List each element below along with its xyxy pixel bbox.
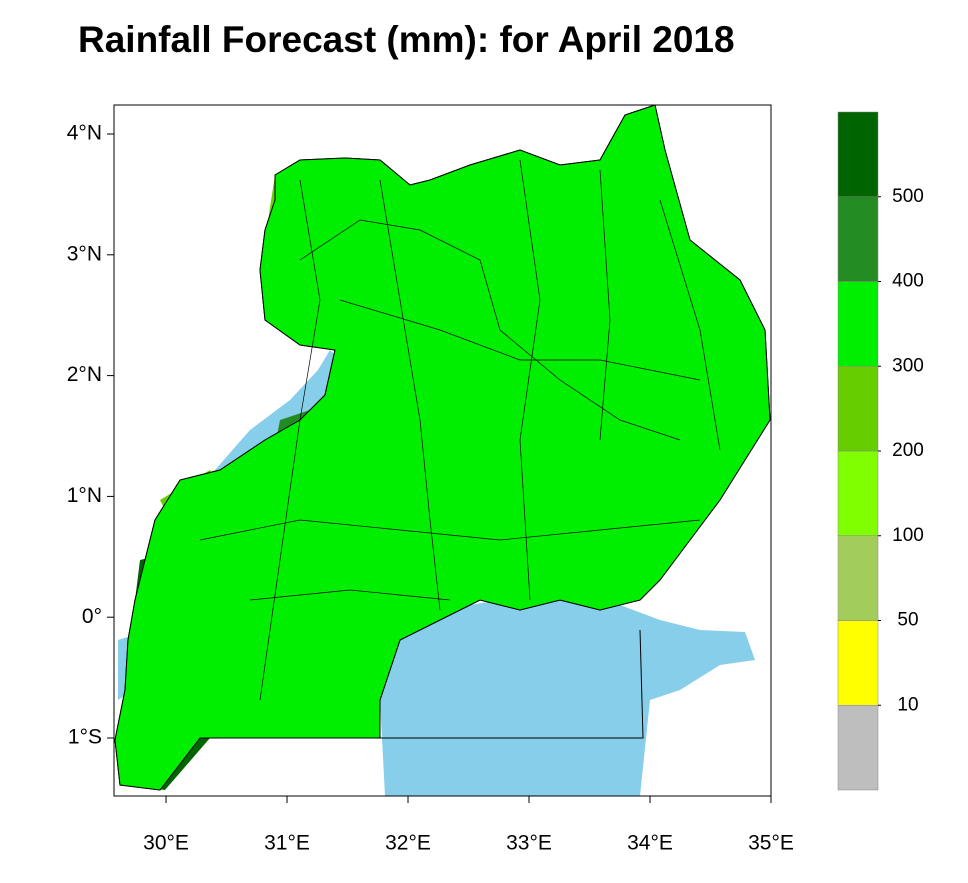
- colorbar-label: 50: [897, 610, 918, 631]
- district-borders: [199, 159, 721, 701]
- colorbar-label: 400: [892, 271, 924, 292]
- colorbar-box: [837, 450, 879, 536]
- x-tick-label: 35°E: [748, 832, 794, 855]
- colorbar-box: [837, 366, 879, 452]
- y-tick-label: 1°N: [67, 484, 102, 507]
- colorbar-label: 100: [892, 525, 924, 546]
- colorbar-box: [837, 620, 879, 706]
- colorbar-box: [837, 281, 879, 367]
- y-tick-label: 1°S: [68, 726, 102, 749]
- lake-victoria: [380, 590, 755, 796]
- colorbar-label: 200: [892, 440, 924, 461]
- title: Rainfall Forecast (mm): for April 2018: [78, 19, 735, 60]
- colorbar-box: [837, 535, 879, 621]
- y-tick-label: 3°N: [67, 242, 102, 265]
- frame: [113, 104, 772, 797]
- x-tick-label: 33°E: [506, 832, 552, 855]
- colorbar-label: 300: [892, 355, 924, 376]
- x-tick-label: 30°E: [143, 832, 189, 855]
- colorbar-label: 10: [897, 694, 918, 715]
- x-tick-label: 34°E: [627, 832, 673, 855]
- y-tick-label: 4°N: [67, 122, 102, 145]
- colorbar-box: [837, 111, 879, 197]
- y-tick-label: 2°N: [67, 363, 102, 386]
- colorbar-label: 500: [892, 186, 924, 207]
- colorbar-box: [837, 705, 879, 791]
- border-in-lake: [380, 629, 644, 739]
- map-area: [114, 105, 771, 796]
- x-tick-label: 31°E: [264, 832, 310, 855]
- x-tick-label: 32°E: [385, 832, 431, 855]
- y-tick-label: 0°: [82, 605, 102, 628]
- colorbar-box: [837, 196, 879, 282]
